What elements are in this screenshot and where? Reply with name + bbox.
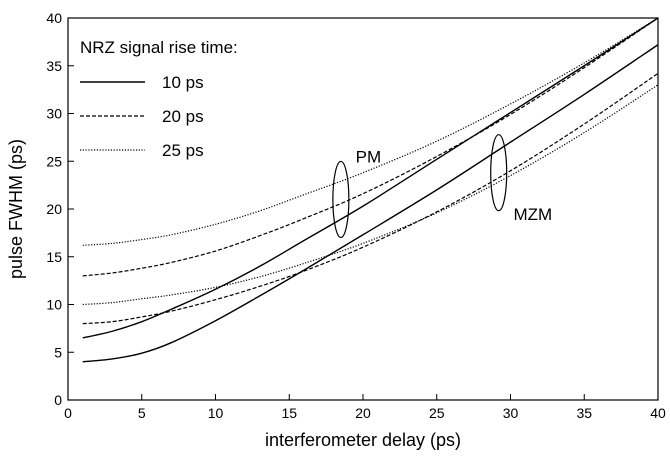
x-tick-label-4: 20 xyxy=(355,405,371,421)
annotation-layer: PM MZM xyxy=(332,134,552,239)
x-tick-label-2: 10 xyxy=(208,405,224,421)
ticks: 0 5 10 15 20 25 30 35 40 0 5 10 15 20 25 30 35 40 xyxy=(46,10,666,421)
y-tick-label-0: 0 xyxy=(54,392,62,408)
x-tick-label-8: 40 xyxy=(650,405,666,421)
pm-label: PM xyxy=(356,147,382,166)
y-tick-label-2: 10 xyxy=(46,297,62,313)
x-tick-label-1: 5 xyxy=(138,405,146,421)
series-pm-dashed xyxy=(82,17,659,277)
y-tick-label-6: 30 xyxy=(46,106,62,122)
y-tick-label-7: 35 xyxy=(46,58,62,74)
x-tick-label-3: 15 xyxy=(281,405,297,421)
legend-label-dotted: 25 ps xyxy=(162,141,204,160)
x-tick-label-0: 0 xyxy=(64,405,72,421)
y-tick-label-5: 25 xyxy=(46,153,62,169)
x-tick-label-7: 35 xyxy=(576,405,592,421)
x-axis-title: interferometer delay (ps) xyxy=(265,430,461,450)
mzm-label: MZM xyxy=(513,205,552,224)
x-tick-label-6: 30 xyxy=(503,405,519,421)
series-mzm-dashed xyxy=(82,72,659,325)
mzm-group-ellipse xyxy=(490,134,508,212)
pm-group-ellipse xyxy=(332,160,350,239)
legend-title: NRZ signal rise time: xyxy=(80,38,238,57)
y-tick-label-3: 15 xyxy=(46,249,62,265)
legend-label-dashed: 20 ps xyxy=(162,107,204,126)
series-pm-solid xyxy=(82,17,659,339)
series-mzm-dotted xyxy=(82,84,659,306)
x-tick-label-5: 25 xyxy=(429,405,445,421)
legend: NRZ signal rise time: 10 ps 20 ps 25 ps xyxy=(80,38,238,160)
legend-label-solid: 10 ps xyxy=(162,73,204,92)
y-axis-title: pulse FWHM (ps) xyxy=(6,139,26,279)
series-pm-dotted xyxy=(82,17,659,246)
y-tick-label-8: 40 xyxy=(46,10,62,26)
y-tick-label-4: 20 xyxy=(46,201,62,217)
y-tick-label-1: 5 xyxy=(54,344,62,360)
series-mzm-solid xyxy=(82,44,659,363)
series-layer xyxy=(82,17,659,363)
